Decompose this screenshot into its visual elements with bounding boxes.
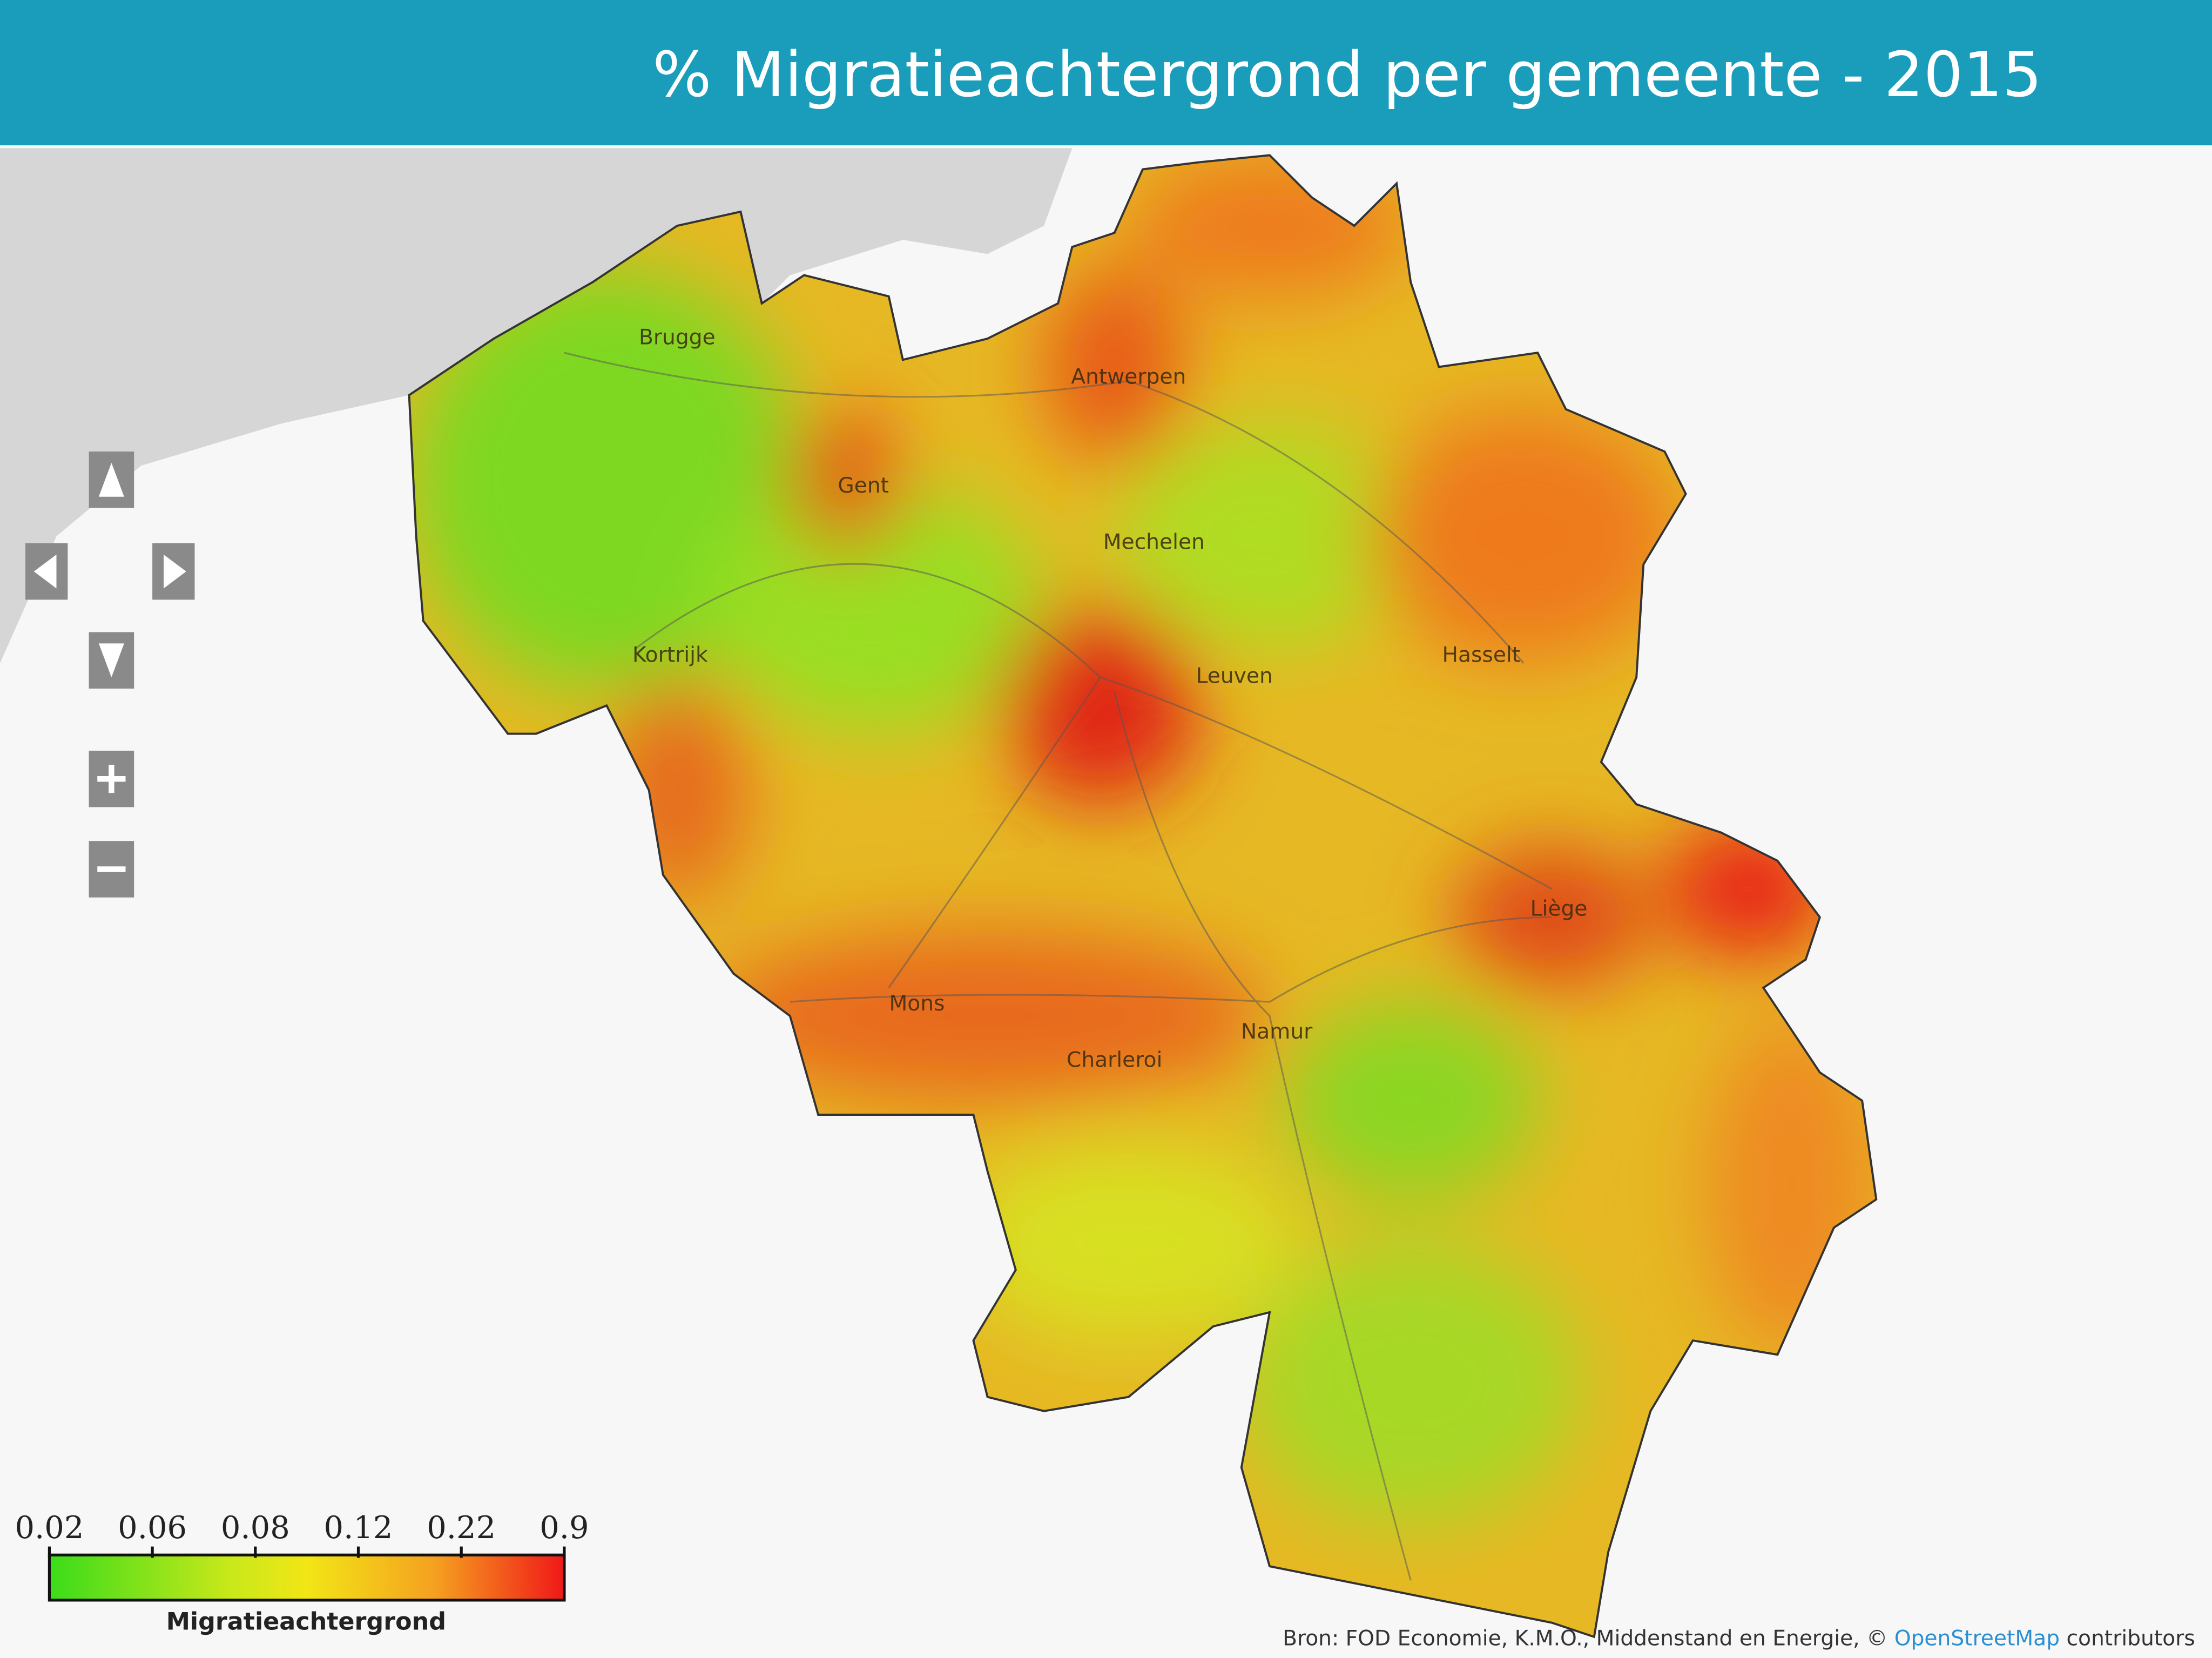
legend-tick-label: 0.9 bbox=[539, 1509, 589, 1546]
legend: Migratieachtergrond 0.02 0.06 0.08 0.12 0.22… bbox=[15, 1509, 589, 1636]
city-label: Gent bbox=[838, 474, 889, 498]
city-label: Antwerpen bbox=[1071, 365, 1186, 389]
legend-bar bbox=[48, 1553, 566, 1602]
city-label: Charleroi bbox=[1067, 1048, 1162, 1072]
pan-up-icon bbox=[98, 462, 124, 497]
nav-controls bbox=[25, 451, 195, 898]
legend-tick-label: 0.06 bbox=[118, 1509, 187, 1546]
attribution: Bron: FOD Economie, K.M.O., Middenstand … bbox=[1283, 1626, 2195, 1650]
zoom-in-icon bbox=[97, 765, 126, 793]
pan-left-icon bbox=[33, 554, 57, 589]
city-label: Mechelen bbox=[1103, 530, 1205, 554]
city-label: Namur bbox=[1241, 1020, 1313, 1044]
legend-tick-label: 0.02 bbox=[15, 1509, 84, 1546]
city-labels: Brugge Antwerpen Gent Mechelen Kortrijk Leuve… bbox=[632, 326, 1587, 1073]
header-bar bbox=[0, 0, 2212, 146]
legend-tick-label: 0.12 bbox=[324, 1509, 393, 1546]
title: % Migratieachtergrond per gemeente - 201… bbox=[652, 39, 2042, 111]
city-label: Hasselt bbox=[1442, 643, 1521, 667]
neighbour-land bbox=[0, 148, 1073, 663]
city-label: Brugge bbox=[639, 326, 716, 350]
legend-tick-label: 0.22 bbox=[427, 1509, 496, 1546]
city-label: Mons bbox=[889, 992, 945, 1016]
city-label: Liège bbox=[1530, 897, 1588, 921]
attribution-text: Bron: FOD Economie, K.M.O., Middenstand … bbox=[1283, 1626, 1887, 1650]
city-label: Kortrijk bbox=[632, 643, 708, 667]
city-label: Leuven bbox=[1196, 664, 1273, 689]
legend-title: Migratieachtergrond bbox=[166, 1608, 446, 1636]
attribution-link[interactable]: OpenStreetMap bbox=[1894, 1626, 2060, 1650]
pan-right-icon bbox=[164, 554, 186, 589]
pan-down-icon bbox=[98, 643, 124, 678]
legend-tick-label: 0.08 bbox=[221, 1509, 290, 1546]
attribution-suffix: contributors bbox=[2066, 1626, 2195, 1650]
